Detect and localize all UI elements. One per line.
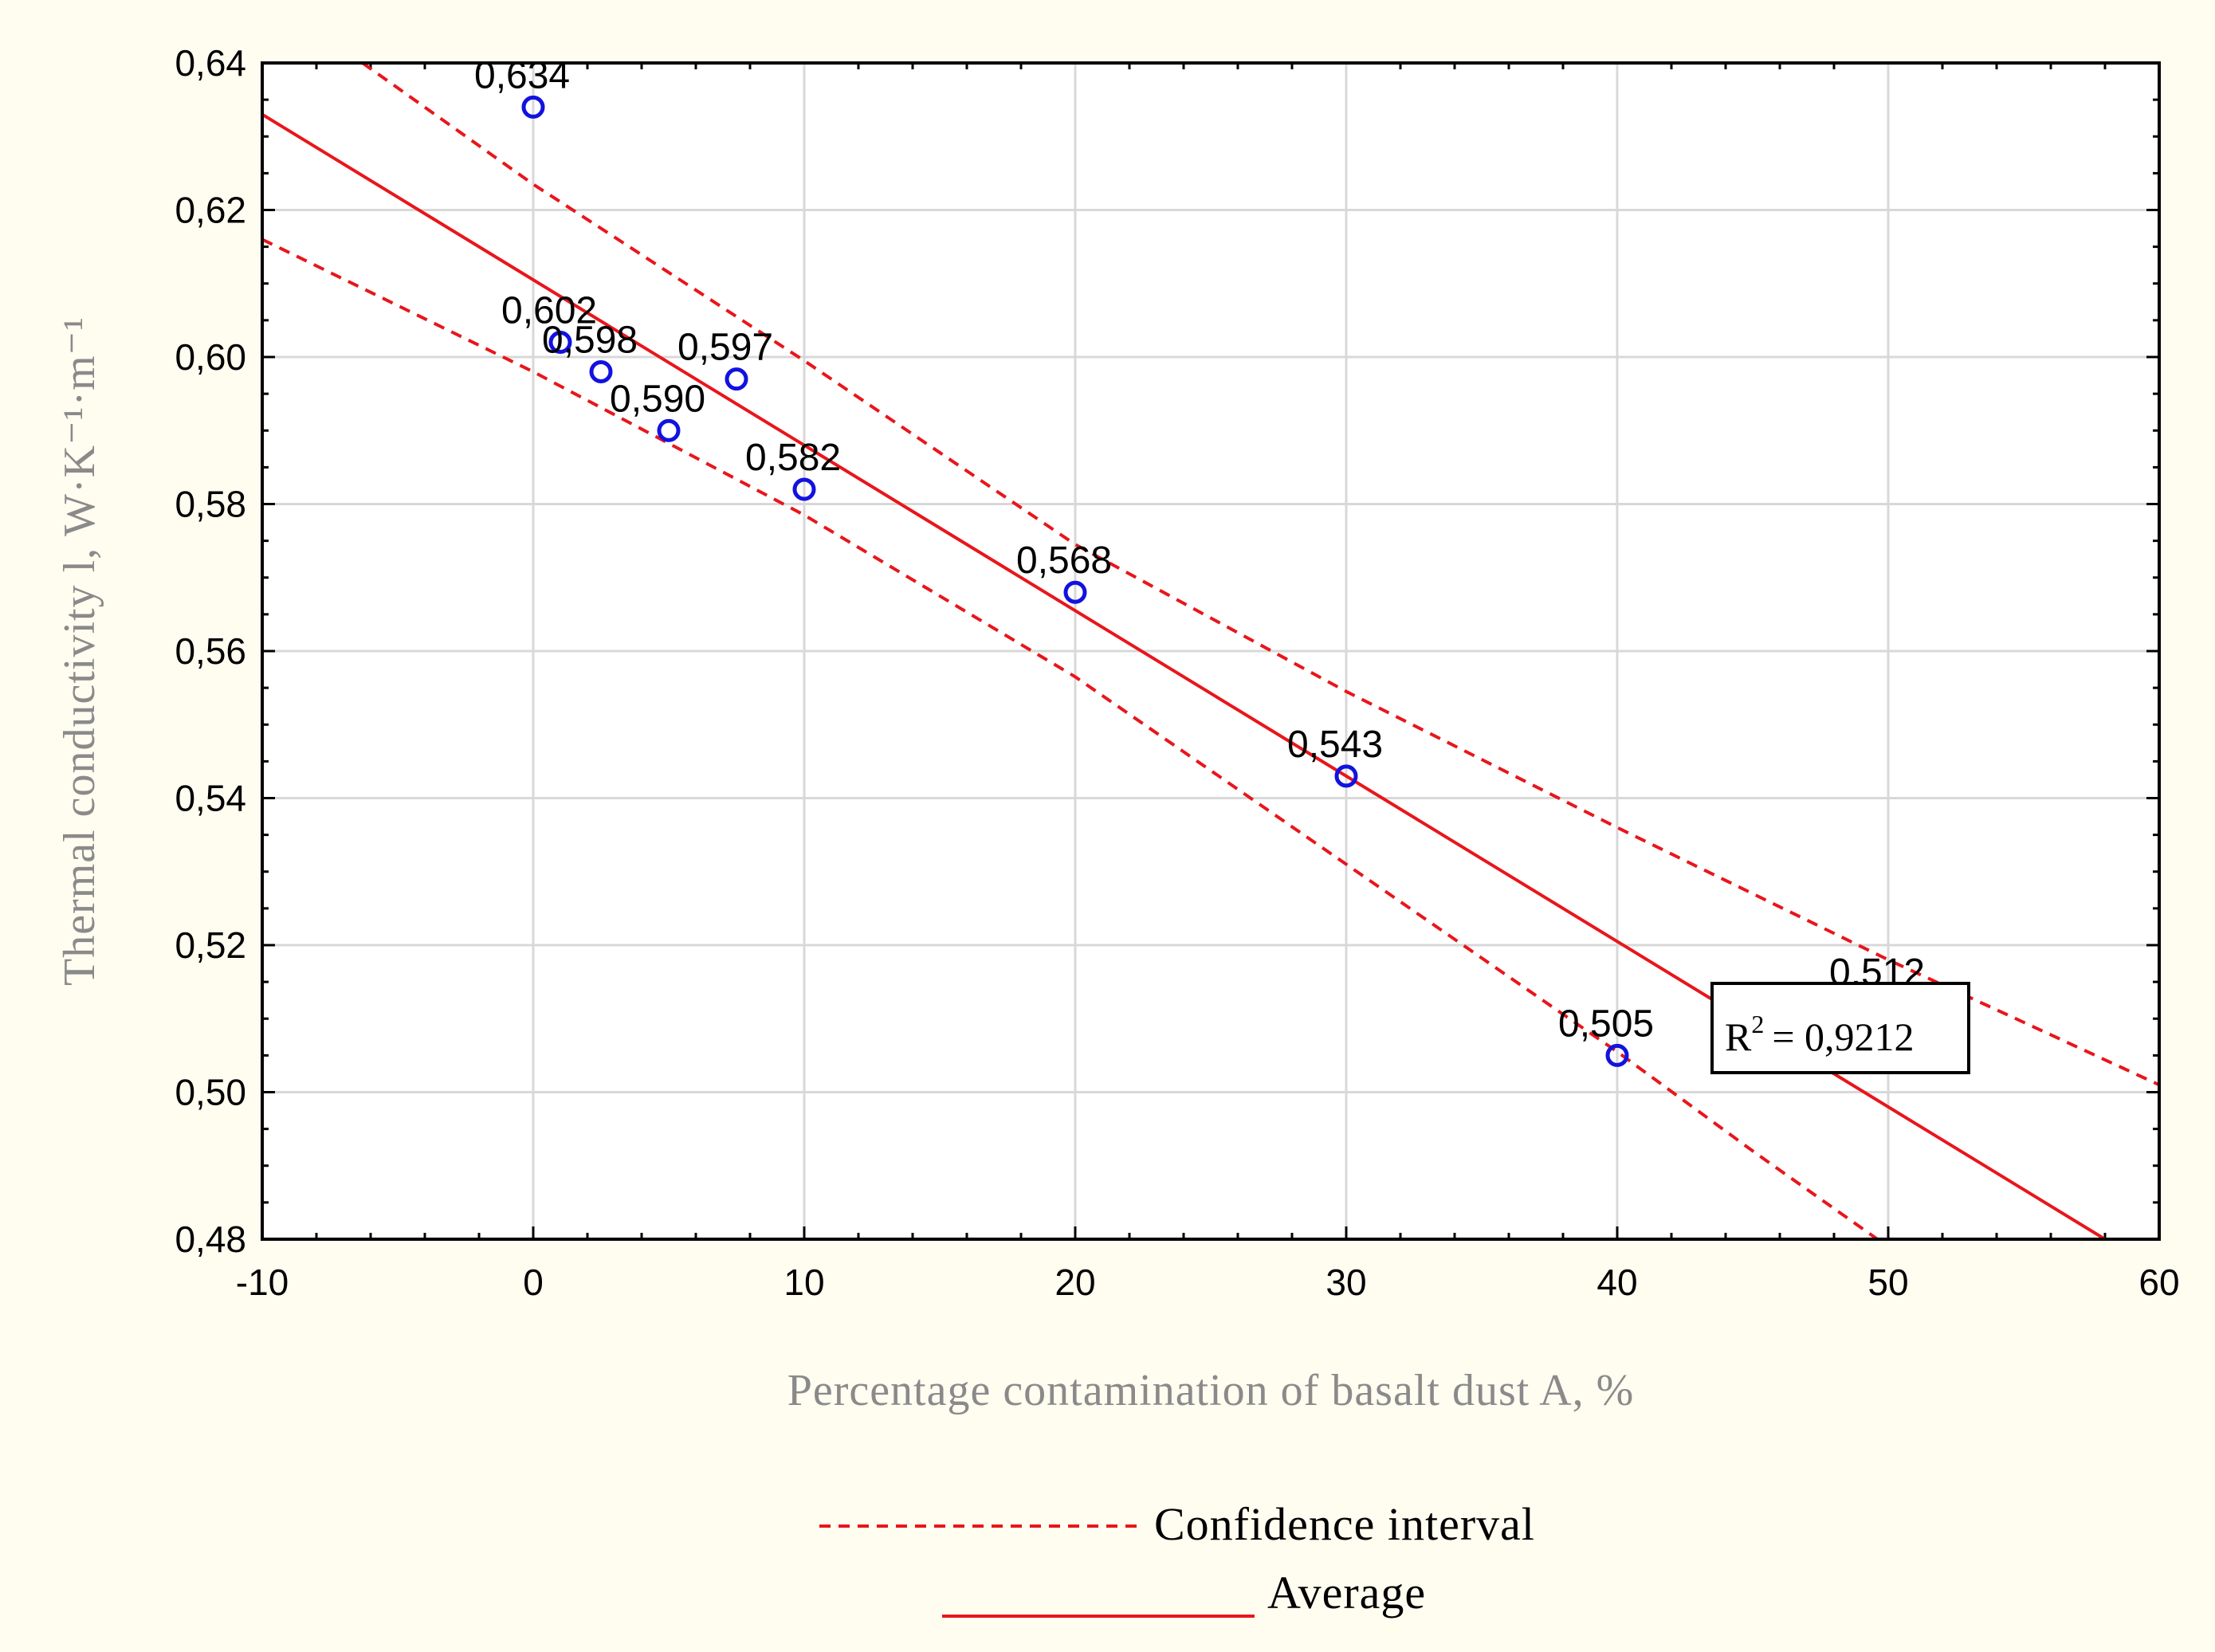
x-tick-label: 0 (523, 1262, 544, 1303)
point-value-label: 0,598 (542, 319, 638, 361)
point-value-label: 0,505 (1558, 1003, 1654, 1045)
y-tick-label: 0,62 (175, 190, 246, 231)
point-value-label: 0,568 (1016, 540, 1112, 582)
r-squared-value: = 0,9212 (1772, 1014, 1914, 1059)
x-tick-label: 40 (1596, 1262, 1637, 1303)
y-tick-label: 0,56 (175, 630, 246, 672)
plot-frame (261, 61, 2161, 1241)
x-axis-title: Percentage contamination of basalt dust … (787, 1366, 1635, 1415)
point-value-label: 0,634 (474, 54, 570, 96)
r-squared-superscript: 2 (1751, 1010, 1764, 1038)
data-point (1605, 1043, 1629, 1067)
grid (262, 63, 2159, 1239)
x-tick-label: -10 (236, 1262, 289, 1303)
r-squared-prefix: R (1725, 1014, 1752, 1059)
data-point (1063, 580, 1087, 604)
y-tick-label: 0,58 (175, 484, 246, 525)
data-point (521, 95, 545, 119)
r-squared-frame (1710, 982, 1970, 1074)
x-tick-label: 50 (1867, 1262, 1908, 1303)
confidence-upper-line (361, 61, 2160, 1087)
data-point (1334, 764, 1358, 788)
confidence-lower-line (261, 237, 1879, 1241)
x-tick-label: 60 (2138, 1262, 2179, 1303)
r-squared-box: R2 = 0,9212 (1710, 982, 1970, 1074)
y-tick-label: 0,52 (175, 924, 246, 966)
y-tick-label: 0,48 (175, 1218, 246, 1260)
point-value-label: 0,597 (677, 327, 773, 369)
x-tick-label: 10 (783, 1262, 824, 1303)
y-tick-label: 0,54 (175, 778, 246, 819)
confidence-interval-lines (261, 61, 2160, 1241)
y-tick-label: 0,64 (175, 42, 246, 84)
data-point (725, 367, 748, 391)
legend-average-label: Average (1267, 1567, 1426, 1619)
point-value-label: 0,543 (1287, 724, 1383, 766)
tick-labels: -10 0 10 20 30 40 50 60 0,48 0,50 0,52 0,54 0,56 0,58… (175, 42, 2179, 1303)
point-value-label: 0,590 (610, 378, 705, 420)
point-value-label: 0,582 (745, 437, 841, 479)
x-tick-label: 20 (1054, 1262, 1095, 1303)
point-value-label: 0,602 (501, 290, 597, 332)
data-point (657, 418, 681, 442)
data-point (548, 331, 572, 355)
y-tick-label: 0,50 (175, 1072, 246, 1113)
y-tick-label: 0,60 (175, 336, 246, 378)
r-squared-label: R2 = 0,9212 (1725, 1010, 1915, 1059)
data-point (589, 359, 613, 383)
data-point (792, 477, 816, 501)
y-axis-title: Thermal conductivity l, W·K⁻¹·m⁻¹ (55, 316, 104, 986)
x-tick-label: 30 (1325, 1262, 1366, 1303)
legend-confidence-label: Confidence interval (1154, 1498, 1535, 1550)
legend: Confidence interval Average (819, 1498, 1535, 1619)
